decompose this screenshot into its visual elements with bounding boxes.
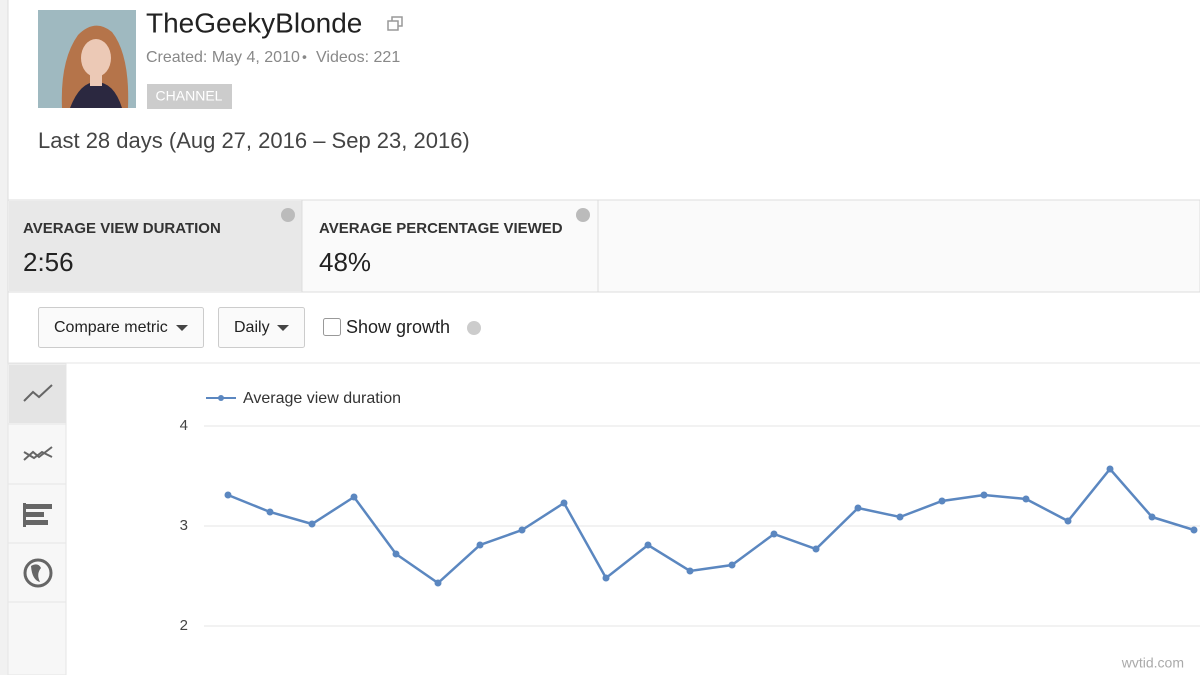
- y-tick-label: 4: [180, 417, 188, 434]
- data-point: [602, 574, 610, 582]
- checkbox-label: Show growth: [346, 317, 450, 337]
- data-point: [980, 491, 988, 499]
- data-point: [224, 491, 232, 499]
- legend-label: Average view duration: [243, 390, 401, 407]
- data-point: [1190, 526, 1198, 534]
- data-point: [770, 530, 778, 538]
- data-point: [308, 520, 316, 528]
- line-icon: [23, 384, 53, 402]
- data-point: [1022, 495, 1030, 503]
- button-label: Daily: [234, 319, 270, 336]
- left-gutter: [0, 0, 8, 675]
- data-point: [434, 579, 442, 587]
- help-icon[interactable]: [576, 208, 590, 222]
- avatar: [38, 10, 136, 109]
- multi-line-tab[interactable]: [23, 446, 53, 461]
- data-point: [1064, 517, 1072, 525]
- metric-label: AVERAGE PERCENTAGE VIEWED: [319, 220, 563, 237]
- data-point: [392, 550, 400, 558]
- help-icon[interactable]: [467, 321, 481, 335]
- external-link-icon[interactable]: [387, 16, 403, 31]
- chart: 2 3 4 Average view duration: [180, 390, 1200, 634]
- metric-label: AVERAGE VIEW DURATION: [23, 220, 221, 237]
- line-chart-tab[interactable]: [9, 365, 66, 423]
- channel-badge-bg: [147, 84, 232, 109]
- channel-name[interactable]: TheGeekyBlonde: [146, 7, 362, 38]
- interval-button[interactable]: [218, 307, 305, 348]
- data-point: [644, 541, 652, 549]
- data-point: [1148, 513, 1156, 521]
- metric-value: 48%: [319, 247, 371, 277]
- data-point: [350, 493, 358, 501]
- separator: •: [302, 49, 307, 65]
- dropdown-arrow: [277, 325, 289, 331]
- growth-checkbox[interactable]: [323, 318, 341, 336]
- created-date: Created: May 4, 2010: [146, 49, 300, 66]
- y-tick-label: 2: [180, 617, 188, 634]
- channel-badge: CHANNEL: [156, 88, 223, 104]
- data-point: [854, 504, 862, 512]
- data-point: [560, 499, 568, 507]
- y-tick-label: 3: [180, 517, 188, 534]
- series-line: [227, 467, 1195, 585]
- button-label: Compare metric: [54, 319, 168, 336]
- data-point: [518, 526, 526, 534]
- watermark: wvtid.com: [1121, 655, 1184, 671]
- map-tab[interactable]: [23, 558, 53, 588]
- video-count: Videos: 221: [316, 49, 400, 66]
- metric-card-selected[interactable]: [9, 201, 302, 291]
- legend-dot: [218, 395, 224, 401]
- metric-value: 2:56: [23, 247, 74, 277]
- date-range: Last 28 days (Aug 27, 2016 – Sep 23, 201…: [38, 128, 470, 153]
- help-icon[interactable]: [281, 208, 295, 222]
- data-point: [896, 513, 904, 521]
- data-point: [812, 545, 820, 553]
- dropdown-arrow: [176, 325, 188, 331]
- compare-metric-button[interactable]: [38, 307, 204, 348]
- data-point: [938, 497, 946, 505]
- data-point: [1106, 465, 1114, 473]
- bar-chart-tab[interactable]: [23, 503, 52, 527]
- data-point: [476, 541, 484, 549]
- data-point: [728, 561, 736, 569]
- data-point: [686, 567, 694, 575]
- data-point: [266, 508, 274, 516]
